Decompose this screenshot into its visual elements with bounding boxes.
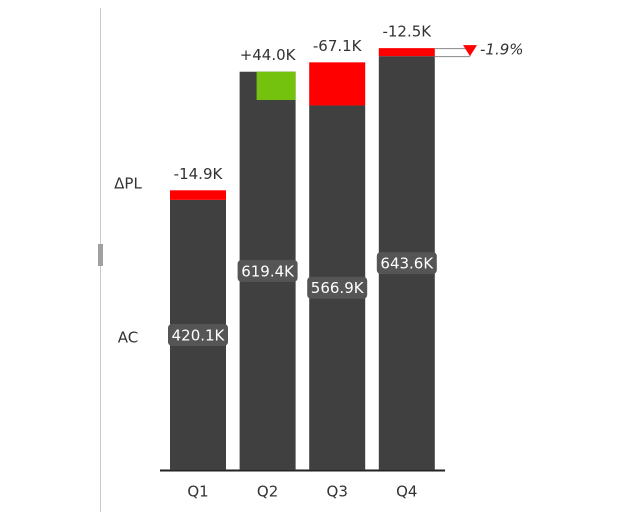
annotation: -1.9%: [480, 41, 524, 59]
value-label-box: [168, 323, 228, 346]
value-label: 643.6K: [380, 255, 434, 273]
annotation-arrow: [463, 45, 477, 57]
x-tick-label: Q4: [396, 483, 417, 501]
value-label-box: [237, 259, 298, 282]
x-tick-label: Q3: [327, 483, 348, 501]
resize-handle[interactable]: [98, 244, 103, 266]
x-tick-label: Q2: [257, 483, 278, 501]
value-label-box: [376, 252, 437, 275]
row-label: AC: [118, 329, 138, 347]
x-tick-label: Q1: [187, 483, 208, 501]
delta-bar: [256, 71, 296, 101]
delta-label: -12.5K: [382, 23, 432, 41]
delta-label: +44.0K: [240, 46, 297, 64]
delta-bar: [309, 62, 366, 106]
row-label: ΔPL: [114, 175, 142, 193]
value-label-box: [307, 276, 368, 299]
value-label: 420.1K: [172, 326, 226, 344]
delta-label: -14.9K: [174, 165, 224, 183]
value-label: 619.4K: [241, 262, 295, 280]
delta-bar: [378, 48, 435, 57]
value-label: 566.9K: [311, 279, 365, 297]
delta-bar: [170, 190, 226, 200]
delta-label: -67.1K: [313, 37, 363, 55]
